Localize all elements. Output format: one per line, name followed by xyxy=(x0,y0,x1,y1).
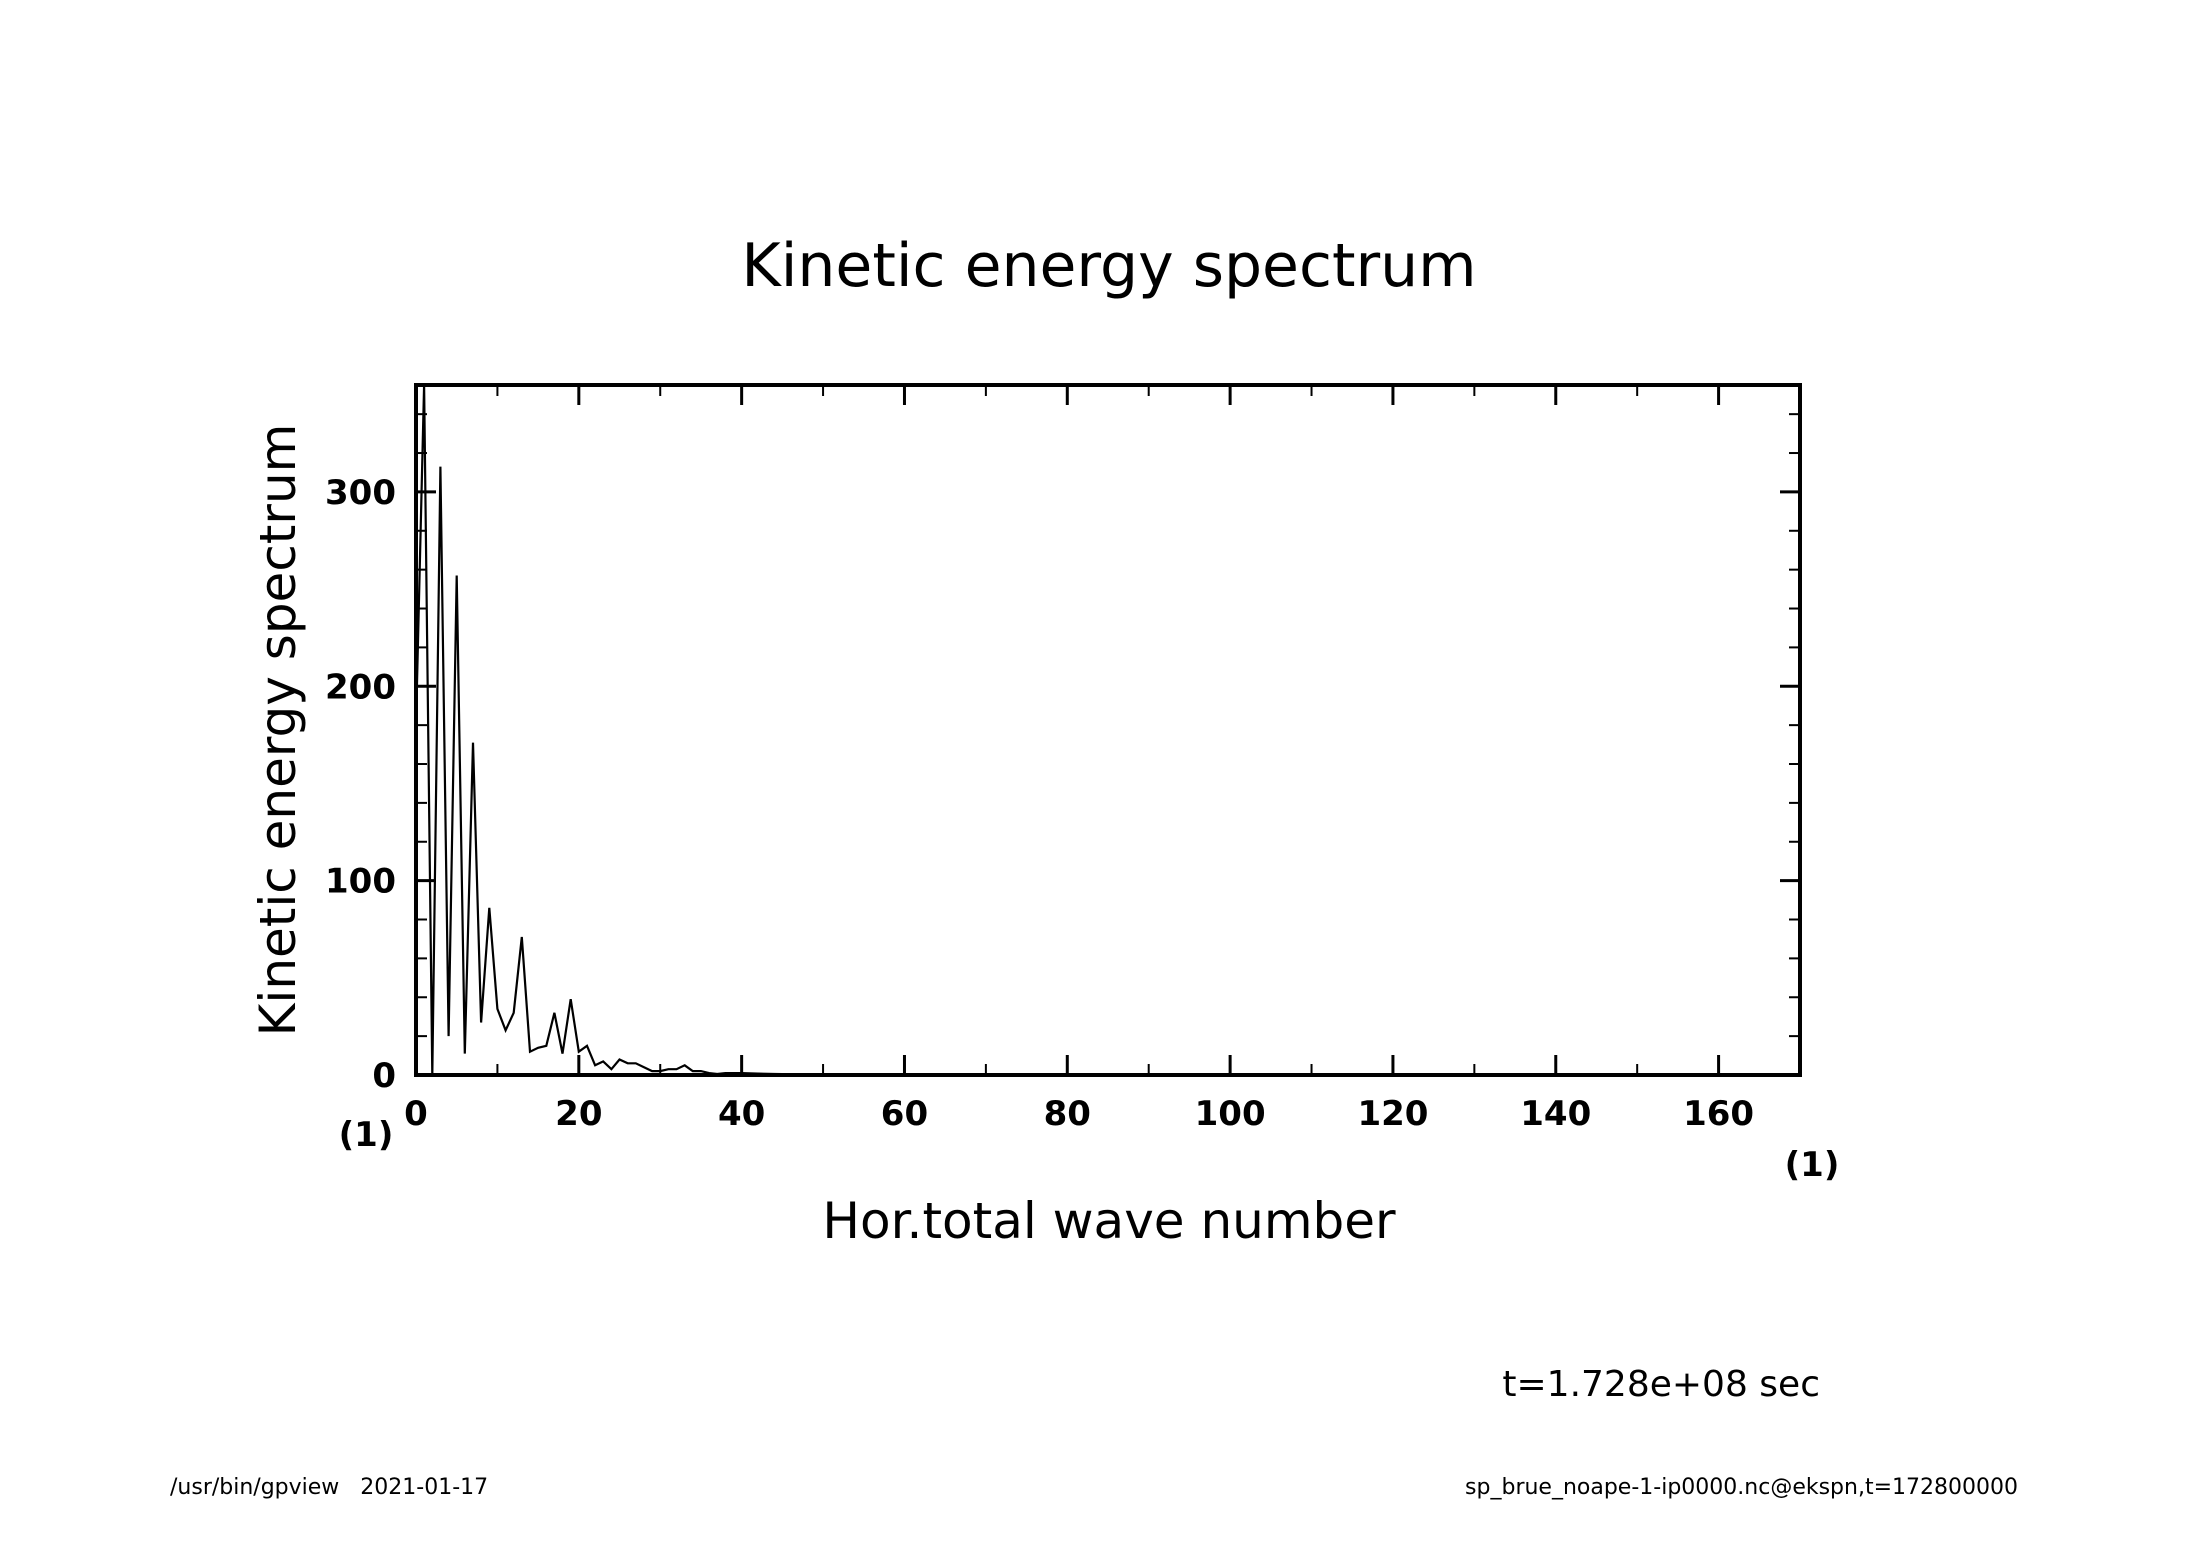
x-tick-label-7: 140 xyxy=(1520,1094,1591,1134)
y-tick-label-0: 0 xyxy=(372,1056,396,1096)
x-tick-label-6: 120 xyxy=(1357,1094,1428,1134)
x-tick-label-4: 80 xyxy=(1044,1094,1091,1134)
x-tick-label-2: 40 xyxy=(718,1094,765,1134)
y-axis-label: Kinetic energy spectrum xyxy=(249,424,307,1037)
y-tick-label-1: 100 xyxy=(325,862,396,902)
y-tick-label-3: 300 xyxy=(325,473,396,513)
x-tick-label-5: 100 xyxy=(1195,1094,1266,1134)
data-line-group xyxy=(414,384,1800,1077)
x-tick-label-0: 0 xyxy=(404,1094,428,1134)
plot-frame xyxy=(414,383,1802,1077)
x-tick-label-1: 20 xyxy=(555,1094,602,1134)
footer-left: /usr/bin/gpview 2021-01-17 xyxy=(170,1475,488,1500)
y-unit-label: (1) xyxy=(339,1115,394,1155)
tick-group: 0 20 40 60 80 100 120 140 160 0 100 200 300 xyxy=(325,385,1801,1134)
chart-title: Kinetic energy spectrum xyxy=(741,231,1476,301)
x-axis-label: Hor.total wave number xyxy=(822,1192,1396,1250)
footer-right: sp_brue_noape-1-ip0000.nc@ekspn,t=172800… xyxy=(1465,1475,2018,1500)
series-line-0 xyxy=(414,384,1800,1077)
x-tick-label-8: 160 xyxy=(1683,1094,1754,1134)
x-unit-label: (1) xyxy=(1785,1145,1840,1185)
x-tick-label-3: 60 xyxy=(881,1094,928,1134)
y-tick-label-2: 200 xyxy=(325,667,396,707)
time-annotation: t=1.728e+08 sec xyxy=(1502,1364,1820,1405)
